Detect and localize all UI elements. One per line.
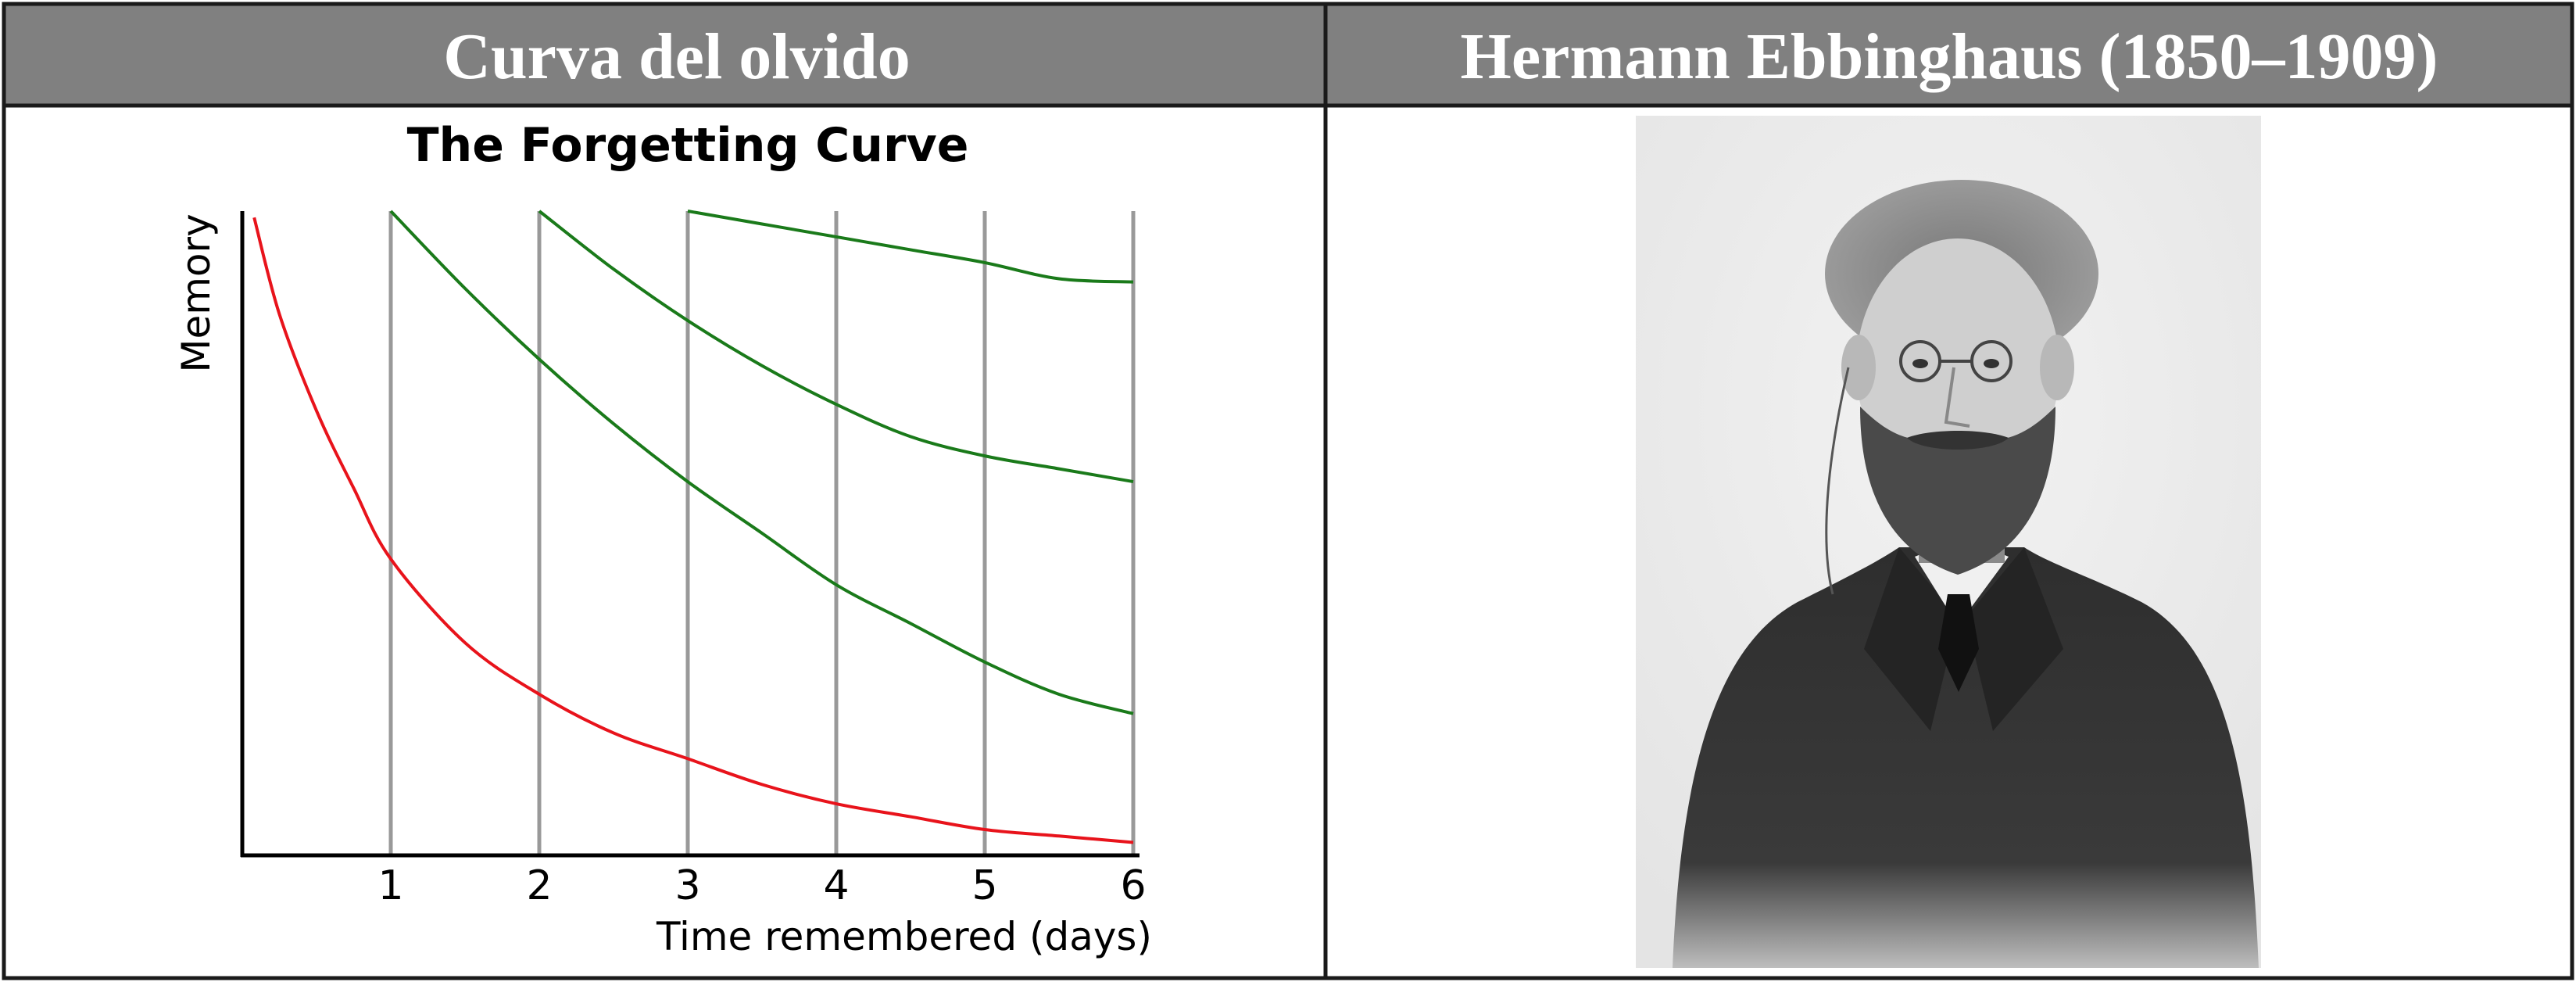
forgetting-curve-line (252, 217, 1134, 844)
x-tick-label: 5 (971, 862, 997, 909)
review-curve-line-3 (687, 210, 1134, 284)
header-left-cell (4, 4, 1325, 106)
x-tick-labels: 1 2 3 4 5 6 (377, 862, 1146, 909)
x-tick-label: 6 (1120, 862, 1146, 909)
portrait-photo-icon (1636, 116, 2261, 968)
curves (252, 210, 1134, 844)
y-axis-label: Memory (174, 213, 219, 372)
x-tick-label: 3 (674, 862, 700, 909)
x-tick-label: 4 (823, 862, 849, 909)
x-tick-label: 1 (377, 862, 403, 909)
right-header-text: Hermann Ebbinghaus (1850–1909) (1461, 20, 2438, 93)
left-header-text: Curva del olvido (443, 20, 910, 93)
x-axis-label: Time remembered (days) (656, 914, 1152, 959)
forgetting-curve-chart: The Forgetting Curve 1 2 3 4 5 6 Memory Time … (174, 118, 1152, 959)
header-right-cell (1326, 4, 2572, 106)
gridlines (388, 211, 1136, 855)
chart-title: The Forgetting Curve (407, 118, 969, 173)
x-tick-label: 2 (526, 862, 552, 909)
review-curve-line-2 (538, 210, 1134, 484)
review-curve-line-1 (389, 210, 1134, 715)
